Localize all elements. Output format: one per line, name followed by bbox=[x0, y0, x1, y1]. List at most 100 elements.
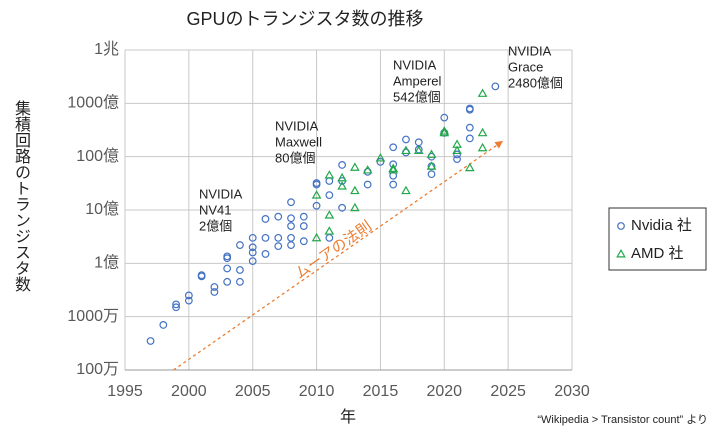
data-point bbox=[464, 162, 475, 172]
data-point bbox=[363, 180, 372, 189]
data-point bbox=[223, 264, 232, 273]
data-point bbox=[223, 252, 232, 261]
data-point bbox=[236, 266, 244, 274]
data-point bbox=[427, 170, 436, 179]
data-point bbox=[210, 283, 219, 291]
data-point bbox=[184, 291, 193, 300]
data-point bbox=[426, 149, 437, 158]
data-point bbox=[172, 303, 180, 312]
data-point bbox=[376, 157, 385, 166]
chart-title: GPUのトランジスタ数の推移 bbox=[186, 9, 423, 29]
data-point bbox=[287, 222, 295, 230]
annotation: Grace bbox=[508, 59, 543, 74]
data-point bbox=[274, 233, 283, 242]
annotation: NVIDIA bbox=[508, 43, 552, 58]
data-point bbox=[248, 243, 257, 252]
data-point bbox=[350, 162, 360, 171]
data-point bbox=[453, 150, 461, 159]
data-point bbox=[184, 296, 193, 305]
data-point bbox=[223, 277, 232, 286]
y-tick-label: 1000億 bbox=[67, 94, 119, 112]
data-point bbox=[197, 271, 206, 280]
data-point bbox=[413, 145, 424, 155]
y-tick-label: 10億 bbox=[85, 200, 119, 218]
y-axis-label: 集積回路のトランジスタ数 bbox=[12, 100, 29, 292]
data-point bbox=[299, 222, 308, 230]
data-point bbox=[274, 212, 283, 221]
data-point bbox=[465, 105, 474, 114]
data-point bbox=[325, 177, 334, 185]
data-point bbox=[325, 191, 334, 200]
data-point bbox=[325, 233, 334, 242]
annotation: 80億個 bbox=[275, 150, 315, 165]
data-point bbox=[287, 198, 295, 207]
data-point bbox=[311, 232, 322, 242]
annotation: Maxwell bbox=[275, 134, 322, 149]
data-point bbox=[388, 165, 399, 174]
data-point bbox=[287, 214, 295, 223]
data-point bbox=[452, 145, 462, 155]
data-point bbox=[440, 113, 449, 122]
data-point bbox=[401, 145, 411, 155]
x-axis-label: 年 bbox=[340, 408, 356, 426]
legend-marker bbox=[616, 248, 626, 258]
data-point bbox=[362, 165, 373, 174]
data-point bbox=[491, 82, 500, 91]
annotation: 2億個 bbox=[199, 218, 232, 233]
data-point bbox=[210, 288, 219, 296]
data-point bbox=[287, 233, 295, 242]
data-point bbox=[453, 155, 461, 164]
annotation: NVIDIA bbox=[275, 118, 319, 133]
data-point bbox=[146, 337, 155, 345]
legend-marker bbox=[617, 222, 625, 230]
data-point bbox=[337, 172, 347, 182]
x-tick-label: 2000 bbox=[171, 383, 207, 400]
data-point bbox=[350, 185, 360, 195]
annotation: NV41 bbox=[199, 202, 232, 217]
legend-label: Nvidia 社 bbox=[631, 217, 692, 234]
data-point bbox=[439, 127, 450, 137]
data-point bbox=[248, 257, 257, 266]
x-tick-label: 2020 bbox=[426, 383, 462, 400]
data-point bbox=[311, 190, 322, 199]
data-point bbox=[426, 161, 437, 170]
data-point bbox=[261, 250, 270, 258]
x-tick-label: 2010 bbox=[299, 383, 335, 400]
data-point bbox=[389, 160, 398, 169]
data-point bbox=[172, 300, 180, 309]
x-tick-label: 1995 bbox=[107, 383, 143, 400]
data-point bbox=[388, 163, 399, 172]
data-point bbox=[312, 179, 321, 187]
trend-line bbox=[173, 140, 504, 371]
data-point bbox=[324, 170, 335, 179]
data-point bbox=[477, 142, 488, 152]
data-point bbox=[248, 248, 257, 257]
data-point bbox=[338, 161, 347, 169]
data-point bbox=[299, 212, 308, 221]
data-point bbox=[477, 88, 488, 97]
y-tick-label: 100万 bbox=[76, 361, 119, 378]
source-note: “Wikipedia > Transistor count” より bbox=[537, 413, 708, 426]
annotation: 2480億個 bbox=[508, 75, 563, 90]
y-tick-label: 100億 bbox=[76, 147, 119, 165]
data-point bbox=[261, 215, 270, 223]
data-point bbox=[236, 277, 244, 286]
data-point bbox=[337, 181, 347, 190]
data-point bbox=[159, 321, 168, 329]
data-point bbox=[414, 138, 423, 147]
data-point bbox=[402, 135, 410, 144]
data-point bbox=[324, 226, 335, 235]
data-point bbox=[274, 242, 283, 251]
data-point bbox=[312, 201, 321, 210]
data-point bbox=[465, 134, 474, 143]
data-point bbox=[439, 126, 450, 135]
data-point bbox=[287, 241, 295, 249]
data-point bbox=[401, 185, 411, 195]
data-point bbox=[248, 233, 257, 242]
x-tick-label: 2025 bbox=[490, 383, 526, 400]
data-point bbox=[236, 241, 244, 249]
legend-box bbox=[608, 207, 707, 271]
x-tick-label: 2005 bbox=[235, 383, 271, 400]
